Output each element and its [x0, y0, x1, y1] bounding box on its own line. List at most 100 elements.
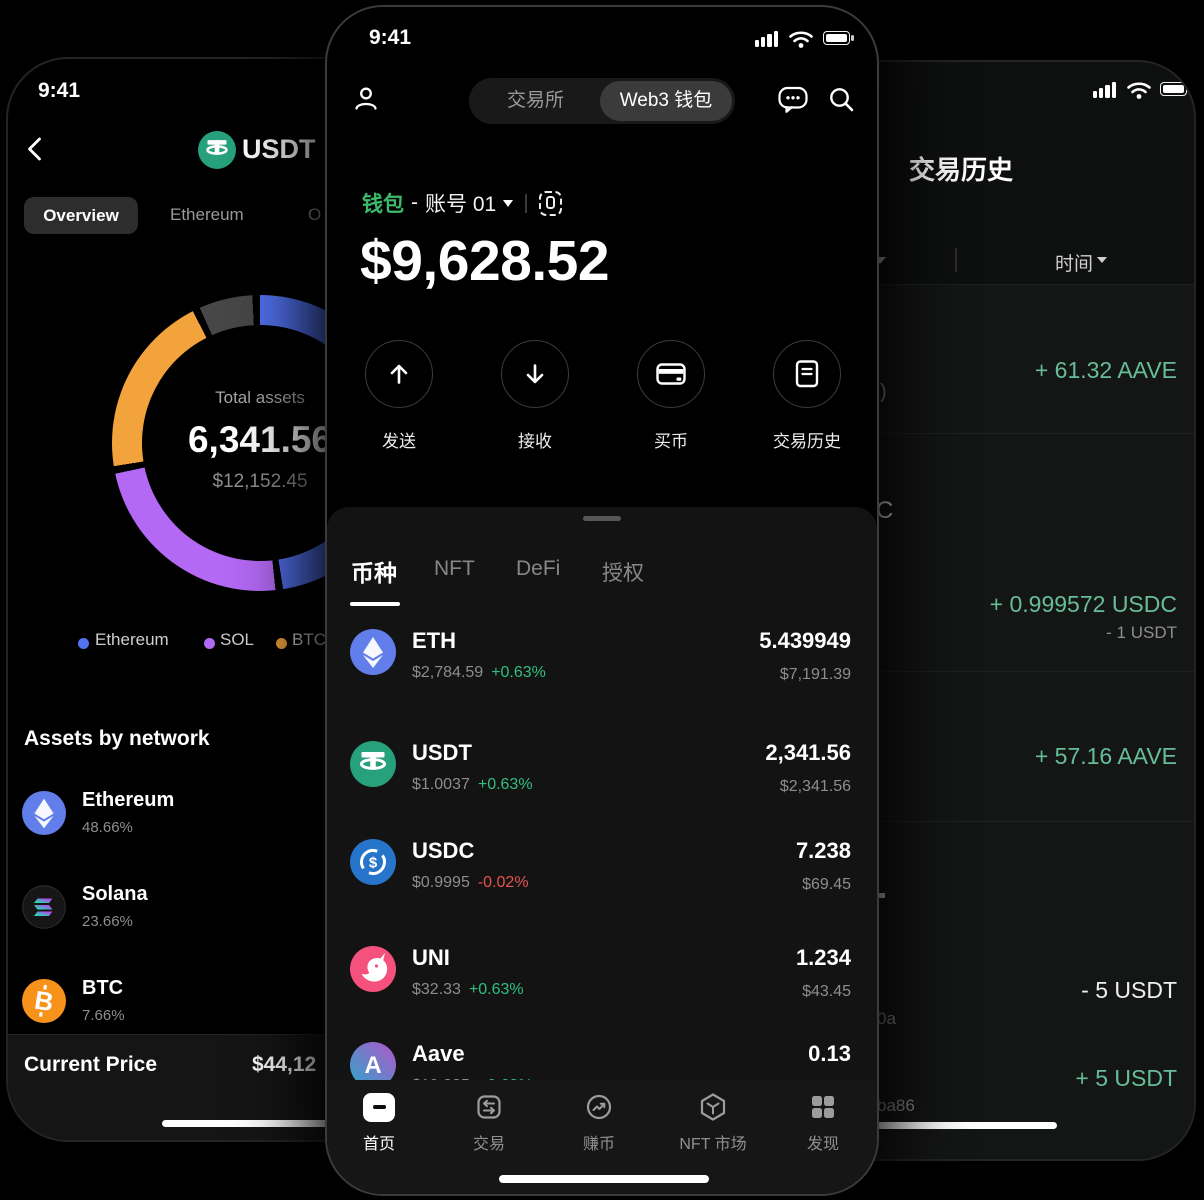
segmented-control: 交易所 Web3 钱包 — [469, 78, 735, 124]
tab-overview-label: Overview — [43, 205, 119, 225]
token-price: $0.9995 — [412, 874, 470, 891]
transaction-row[interactable]: - 5 USDT 0a — [652, 821, 1194, 1043]
scan-qr-icon[interactable] — [539, 190, 563, 216]
token-fiat-value: $2,341.56 — [779, 778, 851, 795]
token-row-uni[interactable]: UNI $32.33 +0.63% 1.234 $43.45 — [327, 942, 877, 1048]
token-row-usdt[interactable]: USDT $1.0037 +0.63% 2,341.56 $2,341.56 — [327, 737, 877, 843]
legend-label-ethereum: Ethereum — [95, 630, 169, 649]
tab-ethereum[interactable]: Ethereum — [170, 205, 244, 224]
address-fragment: ba86 — [877, 1096, 915, 1115]
nav-item-earn[interactable]: 赚币 — [544, 1080, 654, 1154]
token-amount: 5.439949 — [759, 628, 851, 653]
token-row-eth[interactable]: ETH $2,784.59 +0.63% 5.439949 $7,191.39 — [327, 625, 877, 731]
card-icon — [656, 363, 686, 385]
tab-authorizations[interactable]: 授权 — [602, 562, 644, 585]
back-chevron-icon[interactable] — [22, 135, 50, 163]
nav-item-discover[interactable]: 发现 — [768, 1080, 877, 1154]
token-fiat-value: $69.45 — [802, 876, 851, 893]
token-fiat-value: $7,191.39 — [779, 666, 851, 683]
discover-grid-icon — [812, 1096, 834, 1118]
usdt-token-icon — [198, 131, 236, 169]
receive-label: 接收 — [518, 432, 552, 451]
token-change: +0.63% — [468, 981, 524, 998]
transaction-row[interactable]: + 57.16 AAVE — [652, 671, 1194, 821]
tab-truncated[interactable]: O — [308, 205, 322, 224]
token-row-usdc[interactable]: $ USDC $0.9995 -0.02% 7.238 $69.45 — [327, 835, 877, 941]
row-divider — [652, 433, 1194, 434]
send-label: 发送 — [382, 432, 416, 451]
ethereum-network-icon — [22, 791, 66, 835]
receive-button[interactable] — [501, 340, 569, 408]
token-price: $32.33 — [412, 981, 461, 998]
nav-item-home[interactable]: 首页 — [327, 1080, 434, 1154]
profile-icon[interactable] — [351, 83, 381, 113]
tab-coins[interactable]: 币种 — [351, 560, 397, 586]
row-divider — [652, 671, 1194, 672]
arrow-up-icon — [390, 364, 408, 384]
svg-text:B: B — [32, 985, 55, 1018]
donut-label: Total assets — [215, 388, 305, 407]
history-button[interactable] — [773, 340, 841, 408]
tab-exchange[interactable]: 交易所 — [506, 90, 564, 111]
usdc-token-icon: $ — [350, 839, 396, 885]
transaction-row[interactable]: + 5 USDT ba86 — [652, 1043, 1194, 1159]
search-icon[interactable] — [827, 85, 855, 113]
chevron-down-icon[interactable] — [874, 257, 886, 264]
time-filter-dropdown[interactable]: 时间 — [1055, 254, 1094, 275]
svg-text:A: A — [364, 1052, 381, 1079]
wifi-icon — [789, 31, 813, 48]
wallet-account-selector[interactable]: 钱包 - 账号 01 — [362, 188, 563, 218]
nav-item-trade[interactable]: 交易 — [434, 1080, 544, 1154]
token-amount: 2,341.56 — [765, 740, 851, 765]
donut-amount: 6,341.56 — [187, 419, 333, 460]
current-price-value: $44,12 — [252, 1053, 317, 1076]
home-icon — [363, 1092, 395, 1122]
chat-icon[interactable] — [777, 84, 809, 114]
donut-fiat: $12,152.45 — [212, 471, 308, 492]
token-amount: 1.234 — [795, 945, 851, 970]
active-tab-underline — [350, 602, 400, 606]
tab-overview[interactable]: Overview — [24, 197, 138, 234]
home-indicator[interactable] — [877, 1122, 1057, 1129]
assets-panel: 币种 NFT DeFi 授权 ETH $2,784.59 +0.63% 5.43… — [327, 507, 877, 1194]
nav-label: 交易 — [472, 1136, 505, 1153]
transaction-row[interactable]: C + 0.999572 USDC - 1 USDT — [652, 433, 1194, 671]
wallet-separator: - — [411, 191, 418, 214]
wifi-icon — [1127, 82, 1151, 99]
token-symbol: Aave — [412, 1041, 465, 1066]
network-name: Solana — [82, 883, 148, 905]
token-amount: 7.238 — [795, 838, 851, 863]
drag-handle[interactable] — [583, 516, 621, 521]
chevron-down-icon — [503, 199, 514, 207]
token-symbol: UNI — [412, 945, 450, 970]
send-button[interactable] — [365, 340, 433, 408]
status-time: 9:41 — [38, 79, 81, 102]
token-amount: 0.13 — [808, 1041, 851, 1066]
earn-icon — [586, 1094, 612, 1120]
signal-strength-icon — [755, 31, 778, 47]
tab-web3-wallet[interactable]: Web3 钱包 — [600, 81, 732, 121]
token-price: $2,784.59 — [412, 664, 484, 681]
nft-market-icon — [700, 1093, 726, 1121]
solana-network-icon — [22, 885, 66, 929]
nav-item-nft-market[interactable]: NFT 市场 — [658, 1080, 768, 1154]
transaction-amount: + 5 USDT — [1075, 1065, 1177, 1091]
chevron-down-icon[interactable] — [1097, 257, 1107, 263]
arrow-down-icon — [526, 364, 544, 384]
token-change: +0.63% — [491, 664, 546, 681]
legend-dot-sol — [204, 638, 215, 649]
legend-dot-btc — [276, 638, 287, 649]
tab-nft[interactable]: NFT — [434, 557, 475, 580]
home-indicator[interactable] — [499, 1175, 709, 1183]
eth-token-icon — [350, 629, 396, 675]
transaction-amount: + 61.32 AAVE — [1034, 357, 1177, 383]
row-divider — [652, 821, 1194, 822]
tab-defi[interactable]: DeFi — [516, 557, 561, 580]
buy-crypto-button[interactable] — [637, 340, 705, 408]
btc-network-icon: B — [22, 979, 66, 1023]
transaction-row[interactable]: + 61.32 AAVE ) — [652, 285, 1194, 433]
home-indicator[interactable] — [162, 1120, 447, 1127]
token-change: +0.63% — [477, 776, 533, 793]
transaction-amount: - 5 USDT — [1081, 977, 1177, 1003]
